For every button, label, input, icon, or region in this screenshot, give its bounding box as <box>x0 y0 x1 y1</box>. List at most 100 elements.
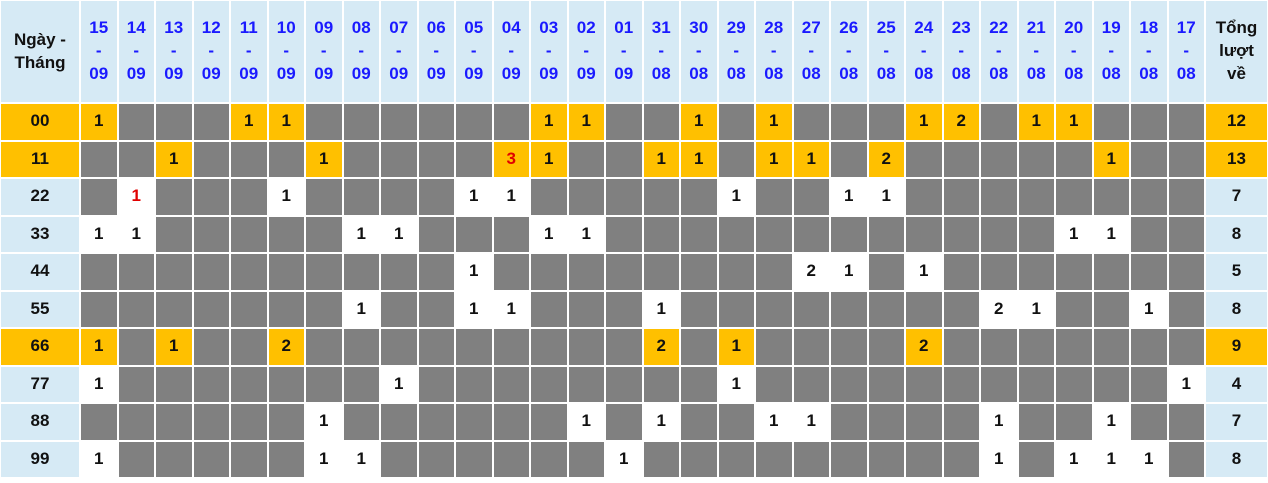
count-cell: 1 <box>81 104 117 140</box>
empty-cell <box>943 179 979 215</box>
empty-cell <box>531 404 567 440</box>
count-cell: 1 <box>118 216 154 252</box>
empty-cell <box>156 404 192 440</box>
empty-cell <box>268 291 304 327</box>
row-label: 77 <box>1 366 79 402</box>
empty-cell <box>81 141 117 177</box>
empty-cell <box>981 141 1017 177</box>
empty-cell <box>981 104 1017 140</box>
count-cell: 1 <box>1093 404 1129 440</box>
empty-cell <box>681 366 717 402</box>
empty-cell <box>906 216 942 252</box>
date-header: 07 - 09 <box>381 1 417 102</box>
empty-cell <box>118 366 154 402</box>
empty-cell <box>1168 329 1204 365</box>
empty-cell <box>1131 141 1167 177</box>
empty-cell <box>231 366 267 402</box>
empty-cell <box>868 366 904 402</box>
count-cell: 1 <box>1056 216 1092 252</box>
empty-cell <box>756 366 792 402</box>
empty-cell <box>981 329 1017 365</box>
empty-cell <box>381 404 417 440</box>
empty-cell <box>156 441 192 477</box>
empty-cell <box>81 404 117 440</box>
empty-cell <box>1018 329 1054 365</box>
empty-cell <box>906 179 942 215</box>
empty-cell <box>418 216 454 252</box>
empty-cell <box>193 141 229 177</box>
total-header: Tổng lượt về <box>1206 1 1267 102</box>
count-cell: 1 <box>718 329 754 365</box>
empty-cell <box>156 104 192 140</box>
date-header: 01 - 09 <box>606 1 642 102</box>
empty-cell <box>1131 254 1167 290</box>
empty-cell <box>1093 366 1129 402</box>
empty-cell <box>943 254 979 290</box>
empty-cell <box>531 366 567 402</box>
row-total: 7 <box>1206 179 1267 215</box>
empty-cell <box>943 141 979 177</box>
empty-cell <box>268 254 304 290</box>
empty-cell <box>606 141 642 177</box>
row-label: 00 <box>1 104 79 140</box>
empty-cell <box>906 404 942 440</box>
empty-cell <box>381 179 417 215</box>
empty-cell <box>981 254 1017 290</box>
empty-cell <box>1018 141 1054 177</box>
empty-cell <box>156 254 192 290</box>
row-label: 88 <box>1 404 79 440</box>
empty-cell <box>831 291 867 327</box>
count-cell: 2 <box>943 104 979 140</box>
count-cell: 1 <box>568 104 604 140</box>
empty-cell <box>193 441 229 477</box>
count-cell: 1 <box>493 291 529 327</box>
empty-cell <box>1131 366 1167 402</box>
empty-cell <box>1056 329 1092 365</box>
count-cell: 1 <box>981 404 1017 440</box>
date-header: 04 - 09 <box>493 1 529 102</box>
empty-cell <box>118 104 154 140</box>
empty-cell <box>193 179 229 215</box>
empty-cell <box>381 441 417 477</box>
count-cell: 1 <box>531 141 567 177</box>
empty-cell <box>643 216 679 252</box>
empty-cell <box>568 254 604 290</box>
count-cell: 1 <box>381 366 417 402</box>
empty-cell <box>643 254 679 290</box>
empty-cell <box>718 291 754 327</box>
empty-cell <box>643 366 679 402</box>
count-cell: 1 <box>231 104 267 140</box>
empty-cell <box>418 179 454 215</box>
empty-cell <box>793 366 829 402</box>
date-header: 21 - 08 <box>1018 1 1054 102</box>
empty-cell <box>906 441 942 477</box>
empty-cell <box>1018 216 1054 252</box>
empty-cell <box>306 179 342 215</box>
empty-cell <box>1168 404 1204 440</box>
empty-cell <box>418 329 454 365</box>
empty-cell <box>193 104 229 140</box>
empty-cell <box>531 254 567 290</box>
empty-cell <box>943 366 979 402</box>
row-total: 9 <box>1206 329 1267 365</box>
empty-cell <box>1056 404 1092 440</box>
count-cell: 1 <box>1168 366 1204 402</box>
empty-cell <box>568 291 604 327</box>
empty-cell <box>681 441 717 477</box>
empty-cell <box>493 104 529 140</box>
empty-cell <box>81 179 117 215</box>
count-cell: 1 <box>81 329 117 365</box>
empty-cell <box>418 291 454 327</box>
count-cell: 1 <box>1093 141 1129 177</box>
empty-cell <box>1168 179 1204 215</box>
empty-cell <box>456 141 492 177</box>
empty-cell <box>1131 329 1167 365</box>
empty-cell <box>268 366 304 402</box>
empty-cell <box>606 366 642 402</box>
empty-cell <box>756 254 792 290</box>
empty-cell <box>568 179 604 215</box>
empty-cell <box>306 104 342 140</box>
count-cell: 1 <box>1131 291 1167 327</box>
count-cell: 1 <box>643 291 679 327</box>
empty-cell <box>193 291 229 327</box>
